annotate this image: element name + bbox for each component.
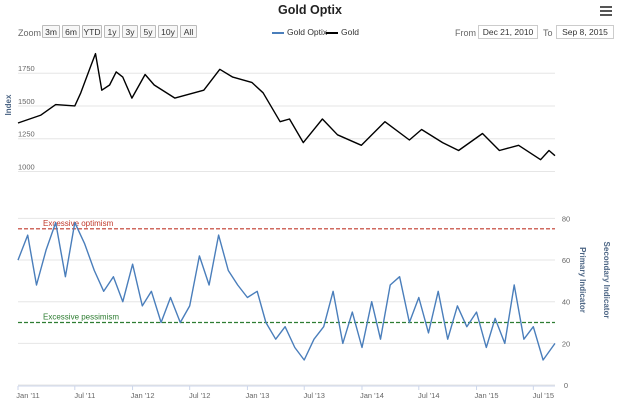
zoom-10y-button[interactable]: 10y <box>158 25 178 38</box>
legend-swatch-gold <box>326 31 338 34</box>
x-tick-label: Jan '12 <box>131 391 155 400</box>
top-y-tick-label: 1000 <box>18 162 35 171</box>
top-gridlines <box>18 72 555 172</box>
x-tick-label: Jul '11 <box>74 391 95 400</box>
bottom-y-tick-label: 40 <box>562 298 570 307</box>
hamburger-menu-icon[interactable] <box>600 6 612 16</box>
zoom-all-button[interactable]: All <box>180 25 197 38</box>
zoom-3y-button[interactable]: 3y <box>122 25 138 38</box>
range-to-label: To <box>543 28 553 38</box>
gold-series <box>17 52 556 161</box>
bottom-y-axis-ticks: 0 20 40 60 80 <box>562 214 570 390</box>
zoom-6m-button[interactable]: 6m <box>62 25 80 38</box>
x-tick-label: Jul '12 <box>189 391 210 400</box>
top-y-tick-label: 1750 <box>18 64 35 73</box>
zoom-3m-button[interactable]: 3m <box>42 25 60 38</box>
gold-optix-line <box>17 221 556 361</box>
bottom-y-tick-label: 20 <box>562 339 570 348</box>
secondary-indicator-axis-title: Secondary Indicator <box>602 242 611 319</box>
legend-item-gold-optix[interactable]: Gold Optix <box>272 27 327 37</box>
bottom-y-tick-label: 60 <box>562 256 570 265</box>
threshold-lines: Excessive optimism Excessive pessimism <box>18 219 555 324</box>
zoom-5y-button[interactable]: 5y <box>140 25 156 38</box>
bottom-y-tick-label: 80 <box>562 214 570 223</box>
chart-title: Gold Optix <box>278 3 342 17</box>
x-tick-label: Jul '14 <box>418 391 439 400</box>
zoom-ytd-button[interactable]: YTD <box>82 25 102 38</box>
threshold-label: Excessive optimism <box>43 219 114 228</box>
legend-item-gold[interactable]: Gold <box>326 27 359 37</box>
bottom-gridlines <box>18 217 555 386</box>
legend-swatch-gold-optix <box>272 31 284 34</box>
range-from-label: From <box>455 28 476 38</box>
gold-line <box>17 52 556 161</box>
top-y-axis-ticks: 1000 1250 1500 1750 <box>18 64 35 171</box>
x-tick-label: Jan '11 <box>16 391 39 400</box>
x-tick-label: Jul '15 <box>533 391 554 400</box>
x-tick-label: Jul '13 <box>304 391 325 400</box>
threshold-label: Excessive pessimism <box>43 313 119 322</box>
primary-indicator-axis-title: Primary Indicator <box>578 247 587 313</box>
top-y-axis-title: Index <box>4 94 13 115</box>
legend-label-gold: Gold <box>341 27 359 37</box>
zoom-1y-button[interactable]: 1y <box>104 25 120 38</box>
x-tick-label: Jan '15 <box>475 391 499 400</box>
legend-label-gold-optix: Gold Optix <box>287 27 328 37</box>
zoom-label: Zoom <box>18 28 42 38</box>
bottom-y-tick-label: 0 <box>564 381 568 390</box>
x-tick-label: Jan '13 <box>245 391 269 400</box>
x-tick-label: Jan '14 <box>360 391 384 400</box>
top-y-tick-label: 1250 <box>18 130 35 139</box>
x-axis-ticks: Jan '11 Jul '11 Jan '12 Jul '12 Jan '13 Jul '… <box>16 385 555 400</box>
range-to-input[interactable]: Sep 8, 2015 <box>556 25 614 39</box>
top-y-tick-label: 1500 <box>18 97 35 106</box>
gold-optix-series <box>17 221 556 361</box>
range-from-input[interactable]: Dec 21, 2010 <box>478 25 538 39</box>
axis-titles: Index Primary Indicator Secondary Indicato… <box>4 94 611 318</box>
